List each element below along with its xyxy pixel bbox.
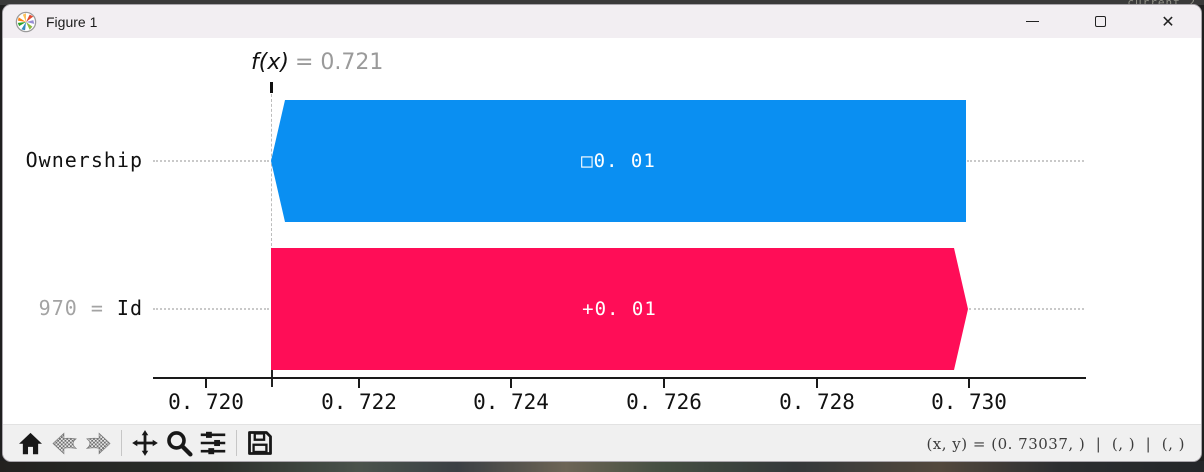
x-tick-label: 0. 726	[626, 390, 702, 414]
fx-function-label: f(x)	[251, 50, 289, 75]
home-icon	[18, 432, 42, 454]
x-tick	[663, 379, 665, 388]
x-tick-label: 0. 722	[321, 390, 397, 414]
reference-line-cap	[270, 82, 273, 93]
pan-button[interactable]	[128, 428, 162, 458]
x-tick-label: 0. 724	[473, 390, 549, 414]
window-titlebar[interactable]: Figure 1 ✕	[3, 5, 1201, 38]
zoom-button[interactable]	[162, 428, 196, 458]
save-button[interactable]	[243, 428, 277, 458]
x-tick	[510, 379, 512, 388]
shap-bar-ownership: □0. 01	[271, 100, 966, 222]
pan-icon	[132, 430, 158, 456]
magnifier-icon	[166, 430, 193, 457]
x-tick-label: 0. 720	[168, 390, 244, 414]
minimize-icon	[1025, 21, 1039, 22]
leader-line	[967, 160, 1084, 162]
feature-label-ownership: Ownership	[25, 148, 143, 172]
minimize-button[interactable]	[1009, 5, 1055, 38]
fx-title: f(x) = 0.721	[251, 50, 383, 75]
x-tick	[358, 379, 360, 388]
toolbar-separator	[236, 430, 237, 456]
desktop-background-strip-bottom	[0, 461, 1204, 472]
figure-window: Figure 1 ✕ f(x) = 0.721 Ownership □0. 01 …	[2, 4, 1202, 462]
x-tick-label: 0. 730	[931, 390, 1007, 414]
x-tick-label: 0. 728	[779, 390, 855, 414]
leader-line	[153, 160, 269, 162]
home-button[interactable]	[13, 428, 47, 458]
fx-value-label: = 0.721	[294, 50, 384, 75]
toolbar-separator	[121, 430, 122, 456]
plot-canvas[interactable]: f(x) = 0.721 Ownership □0. 01 970 = Id +0…	[3, 38, 1201, 426]
shap-bar-id: +0. 01	[271, 248, 968, 370]
close-button[interactable]: ✕	[1145, 5, 1191, 38]
feature-label-id: 970 = Id	[38, 296, 143, 320]
close-icon: ✕	[1161, 13, 1175, 31]
sliders-icon	[200, 431, 226, 455]
window-controls: ✕	[1009, 5, 1201, 38]
x-tick	[205, 379, 207, 388]
x-axis-line	[153, 377, 1086, 379]
leader-line	[153, 308, 269, 310]
window-title: Figure 1	[46, 13, 98, 30]
forward-button[interactable]	[81, 428, 115, 458]
shap-value-label: +0. 01	[582, 298, 657, 320]
reference-line	[271, 94, 272, 380]
maximize-icon	[1094, 16, 1106, 27]
shap-value-label: □0. 01	[581, 150, 656, 172]
forward-arrow-icon	[85, 432, 111, 454]
back-arrow-icon	[51, 432, 77, 454]
maximize-button[interactable]	[1077, 5, 1123, 38]
matplotlib-logo-icon	[15, 11, 37, 32]
back-button[interactable]	[47, 428, 81, 458]
cursor-status-text: (x, y) = (0. 73037, ) | (, ) | (, )	[926, 434, 1185, 453]
x-tick	[968, 379, 970, 388]
leader-line	[969, 308, 1084, 310]
x-tick	[816, 379, 818, 388]
configure-subplots-button[interactable]	[196, 428, 230, 458]
desktop-background-strip	[0, 0, 1204, 5]
save-icon	[248, 431, 272, 455]
matplotlib-toolbar: (x, y) = (0. 73037, ) | (, ) | (, )	[3, 424, 1201, 461]
